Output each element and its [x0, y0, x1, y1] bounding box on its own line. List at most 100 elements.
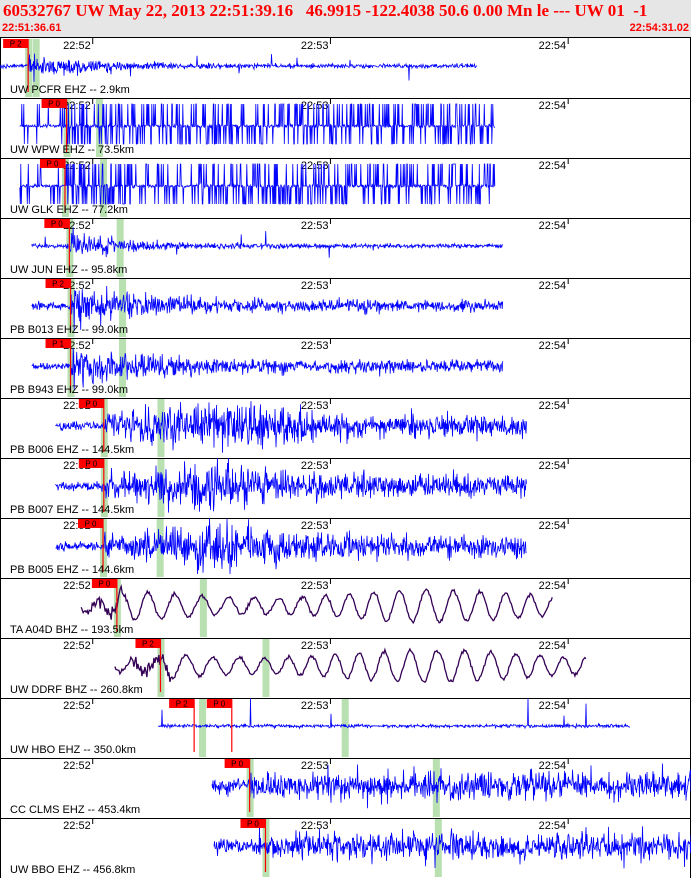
station-label: PB B005 EHZ -- 144.6km: [10, 564, 134, 576]
event-title: 60532767 UW May 22, 2013 22:51:39.16 46.…: [3, 1, 648, 20]
pick-label: P 2: [142, 640, 154, 649]
pick-label: P 0: [85, 460, 97, 469]
time-tick-label: 22:53: [301, 220, 329, 232]
time-tick-label: 22:54: [539, 580, 567, 592]
time-tick-label: 22:53: [301, 460, 329, 472]
station-label: UW JUN EHZ -- 95.8km: [10, 264, 127, 276]
time-tick-label: 22:54: [539, 400, 567, 412]
time-tick-label: 22:53: [301, 640, 329, 652]
time-tick-label: 22:52: [63, 760, 91, 772]
pick-flag: [206, 699, 232, 708]
pick-label: P 2: [52, 280, 64, 289]
pick-flag: [135, 639, 161, 648]
pick-label: P 0: [47, 160, 59, 169]
time-tick-label: 22:53: [301, 580, 329, 592]
time-tick-label: 22:53: [301, 820, 329, 832]
waveform-trace: [55, 401, 527, 453]
time-tick-label: 22:52: [63, 640, 91, 652]
time-tick-label: 22:53: [301, 340, 329, 352]
time-tick-label: 22:53: [301, 280, 329, 292]
predicted-s-marker: [434, 819, 442, 877]
pick-label: P 0: [85, 400, 97, 409]
time-tick-label: 22:54: [539, 100, 567, 112]
time-tick-label: 22:54: [539, 520, 567, 532]
trace-panel: 22:52 22:53 22:54P 0UW WPW EHZ -- 73.5km: [0, 98, 691, 159]
predicted-s-marker: [341, 699, 349, 757]
trace-panel: 22:52 22:53 22:54 P 0 UW JUN EHZ -- 95.8km: [0, 218, 691, 279]
time-tick-label: 22:52: [63, 700, 91, 712]
time-tick-label: 22:53: [301, 760, 329, 772]
time-tick-label: 22:52: [63, 40, 91, 52]
time-tick-label: 22:54: [539, 40, 567, 52]
station-label: PB B007 EHZ -- 144.5km: [10, 504, 134, 516]
trace-panel: 22:52 22:53 22:54 P 2 UW PCFR EHZ -- 2.9km: [0, 38, 691, 99]
trace-panel: 22:52 22:53 22:54 P 0 CC CLMS EHZ -- 453.4km: [0, 758, 691, 819]
pick-label: P 1: [52, 340, 64, 349]
trace-panel: 22:52 22:53 22:54P 0PB B006 EHZ -- 144.5km: [0, 398, 691, 459]
station-label: PB B943 EHZ -- 99.0km: [10, 384, 128, 396]
waveform-trace: [80, 584, 553, 625]
pick-flag: [78, 459, 104, 468]
time-tick-label: 22:53: [301, 40, 329, 52]
pick-flag: [224, 759, 250, 768]
time-tick-label: 22:52: [63, 160, 91, 172]
window-end-time: 22:54:31.02: [629, 22, 689, 34]
predicted-s-marker: [199, 579, 207, 637]
trace-panel: 22:52 22:53 22:54P 0PB B007 EHZ -- 144.5km: [0, 457, 691, 519]
time-tick-label: 22:53: [301, 520, 329, 532]
pick-label: P 0: [231, 760, 243, 769]
station-label: PB B013 EHZ -- 99.0km: [10, 324, 128, 336]
waveform-trace: [31, 285, 504, 331]
pick-label: P 0: [213, 700, 225, 709]
time-tick-label: 22:54: [539, 220, 567, 232]
time-tick-label: 22:53: [301, 700, 329, 712]
time-tick-label: 22:52: [63, 220, 91, 232]
pick-label: P 2: [10, 40, 22, 49]
time-tick-label: 22:54: [539, 340, 567, 352]
pick-label: P 0: [51, 220, 63, 229]
pick-flag: [169, 699, 195, 708]
pick-label: P 0: [98, 580, 110, 589]
pick-flag: [91, 579, 117, 588]
time-tick-label: 22:54: [539, 820, 567, 832]
time-tick-label: 22:52: [63, 820, 91, 832]
event-header: 60532767 UW May 22, 2013 22:51:39.16 46.…: [0, 0, 691, 38]
trace-panel: 22:52 22:53 22:54 P 2 P 0 UW HBO EHZ -- 350.0…: [0, 697, 691, 759]
station-label: UW HBO EHZ -- 350.0km: [10, 744, 136, 756]
station-label: PB B006 EHZ -- 144.5km: [10, 444, 134, 456]
trace-panel: 22:52 22:53 22:54 P 0 UW BBO EHZ -- 456.8km: [0, 818, 691, 878]
waveform-trace: [158, 697, 630, 730]
pick-flag: [39, 159, 65, 168]
time-tick-label: 22:54: [539, 460, 567, 472]
waveform-trace: [114, 647, 587, 684]
station-label: UW DDRF BHZ -- 260.8km: [10, 684, 143, 696]
waveform-trace: [55, 517, 527, 575]
time-tick-label: 22:54: [539, 700, 567, 712]
trace-panel: 22:52 22:53 22:54P 1PB B943 EHZ -- 99.0km: [0, 338, 691, 399]
trace-panel: 22:52 22:53 22:54P 0PB B005 EHZ -- 144.6km: [0, 517, 691, 579]
predicted-s-marker: [156, 519, 164, 577]
waveform-trace: [213, 824, 691, 869]
pick-flag: [240, 819, 266, 828]
pick-label: P 0: [85, 520, 97, 529]
time-tick-label: 22:54: [539, 160, 567, 172]
trace-panel: 22:52 22:53 22:54 P 2 UW DDRF BHZ -- 260.8km: [0, 638, 691, 699]
trace-panel: 22:52 22:53 22:54P 2PB B013 EHZ -- 99.0km: [0, 278, 691, 339]
time-tick-label: 22:52: [63, 580, 91, 592]
window-start-time: 22:51:36.61: [2, 22, 62, 34]
pick-label: P 0: [247, 820, 259, 829]
pick-flag: [45, 279, 71, 288]
waveform-trace: [55, 457, 527, 513]
waveform-trace: [0, 53, 478, 82]
waveform-trace: [211, 763, 691, 809]
station-label: UW BBO EHZ -- 456.8km: [10, 864, 135, 876]
station-label: UW PCFR EHZ -- 2.9km: [10, 84, 130, 96]
predicted-p-marker: [199, 699, 207, 757]
waveform-trace: [19, 163, 496, 205]
pick-flag: [44, 219, 70, 228]
station-label: UW WPW EHZ -- 73.5km: [10, 144, 134, 156]
waveform-trace: [19, 103, 495, 145]
pick-flag: [3, 39, 29, 48]
